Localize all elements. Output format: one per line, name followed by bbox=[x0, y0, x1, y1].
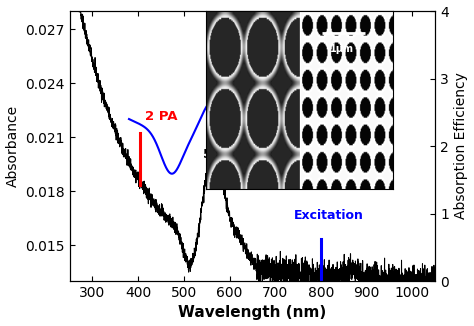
Y-axis label: Absorption Efficiency: Absorption Efficiency bbox=[455, 73, 468, 219]
Text: 1μm: 1μm bbox=[330, 44, 354, 54]
Text: 566 nm: 566 nm bbox=[203, 148, 256, 161]
X-axis label: Wavelength (nm): Wavelength (nm) bbox=[178, 305, 327, 320]
Y-axis label: Absorbance: Absorbance bbox=[6, 105, 19, 187]
Text: 2 PA: 2 PA bbox=[145, 110, 177, 123]
Text: Excitation: Excitation bbox=[293, 209, 364, 222]
